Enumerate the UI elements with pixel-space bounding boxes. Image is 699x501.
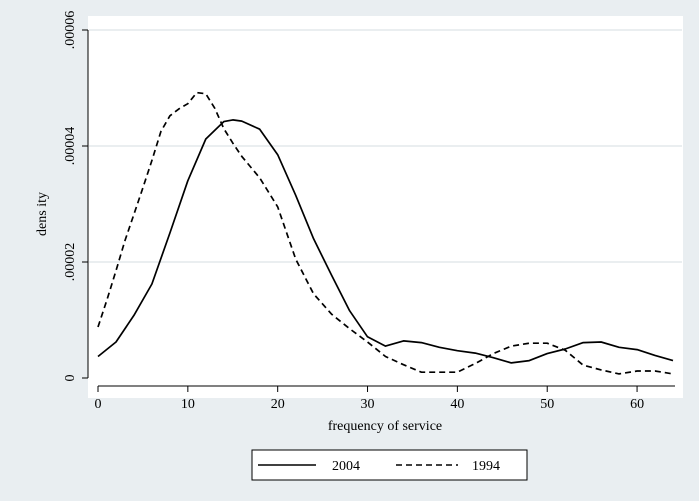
y-tick-label: 0 (63, 375, 78, 382)
axes (87, 30, 675, 387)
series-line-2004 (97, 119, 674, 364)
x-tick-label: 10 (181, 397, 195, 412)
legend: 2004 1994 (251, 449, 528, 481)
series-lines (97, 91, 674, 375)
legend-label-2004: 2004 (332, 459, 360, 474)
x-tick-label: 40 (450, 397, 464, 412)
x-tick-label: 60 (630, 397, 644, 412)
plot-background (88, 16, 683, 398)
y-tick-label: .00006 (63, 11, 78, 50)
y-tick-label: .00004 (63, 127, 78, 166)
x-axis-title: frequency of service (328, 419, 442, 434)
x-tick-label: 0 (95, 397, 102, 412)
legend-label-1994: 1994 (472, 459, 500, 474)
y-axis-title: dens ity (35, 192, 50, 236)
x-tick-label: 50 (540, 397, 554, 412)
ticks: 0 .00002 .00004 .00006 0 10 20 30 40 50 60 (63, 11, 644, 412)
series-line-1994 (97, 91, 674, 375)
x-tick-label: 20 (271, 397, 285, 412)
y-tick-label: .00002 (63, 243, 78, 282)
x-tick-label: 30 (361, 397, 375, 412)
grid (89, 29, 682, 263)
